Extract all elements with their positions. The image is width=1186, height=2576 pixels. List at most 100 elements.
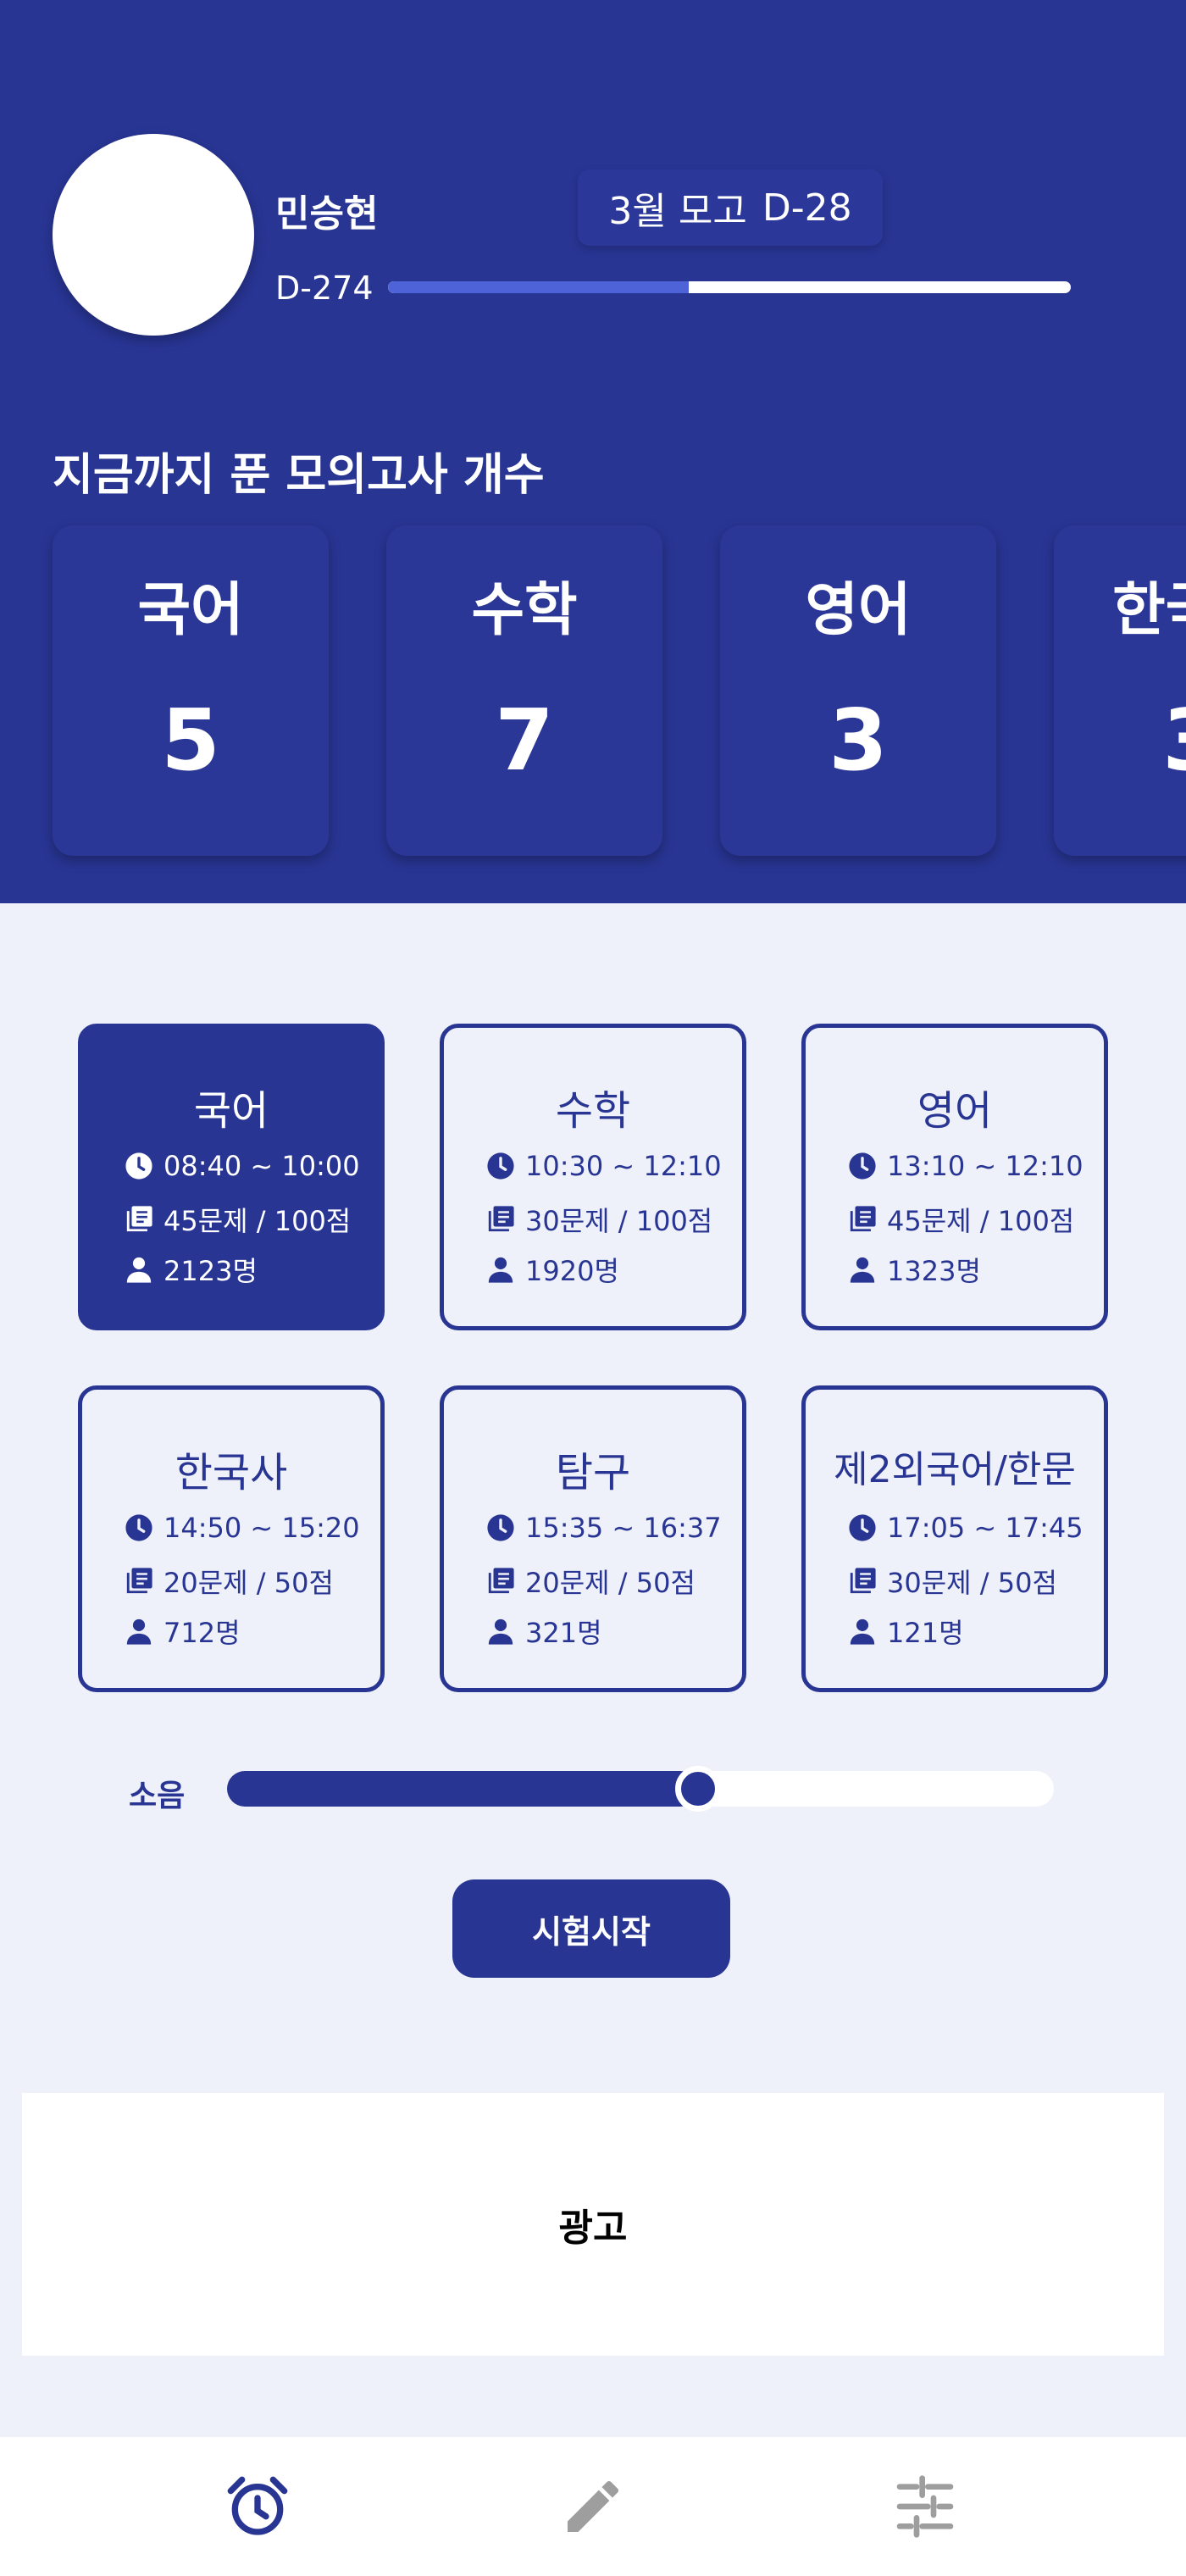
ad-label: 광고 <box>558 2207 628 2250</box>
volume-slider-thumb[interactable] <box>675 1766 722 1812</box>
clock-icon <box>487 1152 514 1180</box>
person-icon <box>488 1618 513 1645</box>
subject-time-text: 15:35 ~ 16:37 <box>525 1512 722 1544</box>
subject-people-text: 1920명 <box>525 1255 619 1287</box>
dday-progress-bar <box>388 281 1071 293</box>
person-icon <box>126 1618 152 1645</box>
subject-name: 영어 <box>917 1087 993 1135</box>
person-icon <box>126 1257 152 1283</box>
subject-questions: 20문제 / 50점 <box>486 1562 696 1601</box>
subject-questions: 30문제 / 50점 <box>848 1562 1057 1601</box>
mock-count-title: 지금까지 푼 모의고사 개수 <box>53 450 545 501</box>
subject-time-text: 10:30 ~ 12:10 <box>525 1150 722 1182</box>
clock-icon <box>849 1514 876 1541</box>
subject-card-second-language[interactable]: 제2외국어/한문 17:05 ~ 17:45 30문제 / 50점 121명 <box>801 1385 1108 1692</box>
subject-questions: 45문제 / 100점 <box>125 1200 351 1239</box>
subject-time: 15:35 ~ 16:37 <box>486 1512 722 1544</box>
subject-people: 2123명 <box>125 1250 258 1289</box>
ad-banner[interactable]: 광고 <box>22 2093 1164 2356</box>
subject-time-text: 17:05 ~ 17:45 <box>887 1512 1083 1544</box>
subject-people-text: 321명 <box>525 1617 602 1649</box>
subject-people: 1323명 <box>848 1250 981 1289</box>
count-card-math[interactable]: 수학 7 <box>386 525 662 856</box>
subject-card-korean[interactable]: 국어 08:40 ~ 10:00 45문제 / 100점 2123명 <box>78 1024 385 1330</box>
document-list-icon <box>126 1568 152 1594</box>
volume-slider[interactable] <box>227 1766 1054 1812</box>
subject-time-text: 08:40 ~ 10:00 <box>163 1150 360 1182</box>
document-list-icon <box>126 1206 152 1232</box>
count-number: 3 <box>829 691 888 790</box>
person-icon <box>850 1618 875 1645</box>
subject-card-inquiry[interactable]: 탐구 15:35 ~ 16:37 20문제 / 50점 321명 <box>440 1385 746 1692</box>
count-number: 5 <box>161 691 220 790</box>
subject-people: 321명 <box>486 1612 602 1651</box>
document-list-icon <box>850 1568 876 1594</box>
profile-dday: D-274 <box>275 269 374 307</box>
subject-card-history[interactable]: 한국사 14:50 ~ 15:20 20문제 / 50점 712명 <box>78 1385 385 1692</box>
subject-people: 121명 <box>848 1612 964 1651</box>
subject-people-text: 2123명 <box>163 1255 258 1287</box>
count-subject: 국어 <box>137 577 244 644</box>
person-icon <box>488 1257 513 1283</box>
subject-people-text: 121명 <box>887 1617 964 1649</box>
sliders-icon <box>896 2475 954 2538</box>
subject-name: 수학 <box>555 1087 631 1135</box>
nav-settings[interactable] <box>884 2466 966 2547</box>
subject-name: 제2외국어/한문 <box>834 1448 1076 1491</box>
subject-time: 13:10 ~ 12:10 <box>848 1150 1083 1182</box>
pencil-icon <box>568 2480 619 2532</box>
bottom-navigation <box>0 2437 1186 2576</box>
dday-progress-fill <box>388 281 689 293</box>
nav-edit[interactable] <box>552 2466 634 2547</box>
clock-icon <box>125 1152 152 1180</box>
document-list-icon <box>488 1206 514 1232</box>
subject-people: 712명 <box>125 1612 241 1651</box>
subject-name: 한국사 <box>175 1449 288 1496</box>
clock-icon <box>849 1152 876 1180</box>
clock-icon <box>487 1514 514 1541</box>
exam-dday: D-28 <box>762 186 852 230</box>
profile-header: 민승현 3월 모고 D-28 D-274 지금까지 푼 모의고사 개수 국어 5… <box>0 0 1186 903</box>
document-list-icon <box>488 1568 514 1594</box>
subject-questions-text: 30문제 / 50점 <box>887 1567 1057 1599</box>
volume-slider-fill <box>227 1771 699 1807</box>
count-number: 3 <box>1054 691 1186 790</box>
avatar[interactable] <box>53 134 254 336</box>
subject-name: 국어 <box>193 1087 269 1135</box>
nav-timer[interactable] <box>217 2466 298 2547</box>
clock-icon <box>125 1514 152 1541</box>
alarm-clock-icon <box>227 2476 288 2535</box>
subject-time-text: 13:10 ~ 12:10 <box>887 1150 1083 1182</box>
exam-countdown-pill[interactable]: 3월 모고 D-28 <box>578 169 883 246</box>
subject-questions-text: 45문제 / 100점 <box>887 1205 1075 1237</box>
subject-card-math[interactable]: 수학 10:30 ~ 12:10 30문제 / 100점 1920명 <box>440 1024 746 1330</box>
start-exam-button[interactable]: 시험시작 <box>452 1879 730 1978</box>
user-name: 민승현 <box>275 192 379 236</box>
count-number: 7 <box>495 691 554 790</box>
subject-questions-text: 45문제 / 100점 <box>163 1205 352 1237</box>
subject-time: 14:50 ~ 15:20 <box>125 1512 360 1544</box>
count-card-korean[interactable]: 국어 5 <box>53 525 329 856</box>
subject-questions: 20문제 / 50점 <box>125 1562 334 1601</box>
subject-time: 17:05 ~ 17:45 <box>848 1512 1083 1544</box>
subject-card-english[interactable]: 영어 13:10 ~ 12:10 45문제 / 100점 1323명 <box>801 1024 1108 1330</box>
subject-questions-text: 20문제 / 50점 <box>525 1567 696 1599</box>
mock-count-list[interactable]: 국어 5 수학 7 영어 3 한국사 3 <box>53 525 1186 856</box>
count-card-history[interactable]: 한국사 3 <box>1054 525 1186 856</box>
count-subject: 수학 <box>471 577 578 644</box>
subject-people-text: 712명 <box>163 1617 241 1649</box>
subject-questions: 30문제 / 100점 <box>486 1200 712 1239</box>
subject-questions-text: 30문제 / 100점 <box>525 1205 713 1237</box>
subject-questions-text: 20문제 / 50점 <box>163 1567 334 1599</box>
volume-label: 소음 <box>129 1779 186 1813</box>
subject-time: 08:40 ~ 10:00 <box>125 1150 360 1182</box>
subject-time: 10:30 ~ 12:10 <box>486 1150 722 1182</box>
subject-questions: 45문제 / 100점 <box>848 1200 1074 1239</box>
subject-people-text: 1323명 <box>887 1255 981 1287</box>
subject-people: 1920명 <box>486 1250 619 1289</box>
document-list-icon <box>850 1206 876 1232</box>
person-icon <box>850 1257 875 1283</box>
count-card-english[interactable]: 영어 3 <box>720 525 996 856</box>
count-subject: 한국사 <box>1112 577 1186 644</box>
exam-label: 3월 모고 <box>608 190 747 233</box>
